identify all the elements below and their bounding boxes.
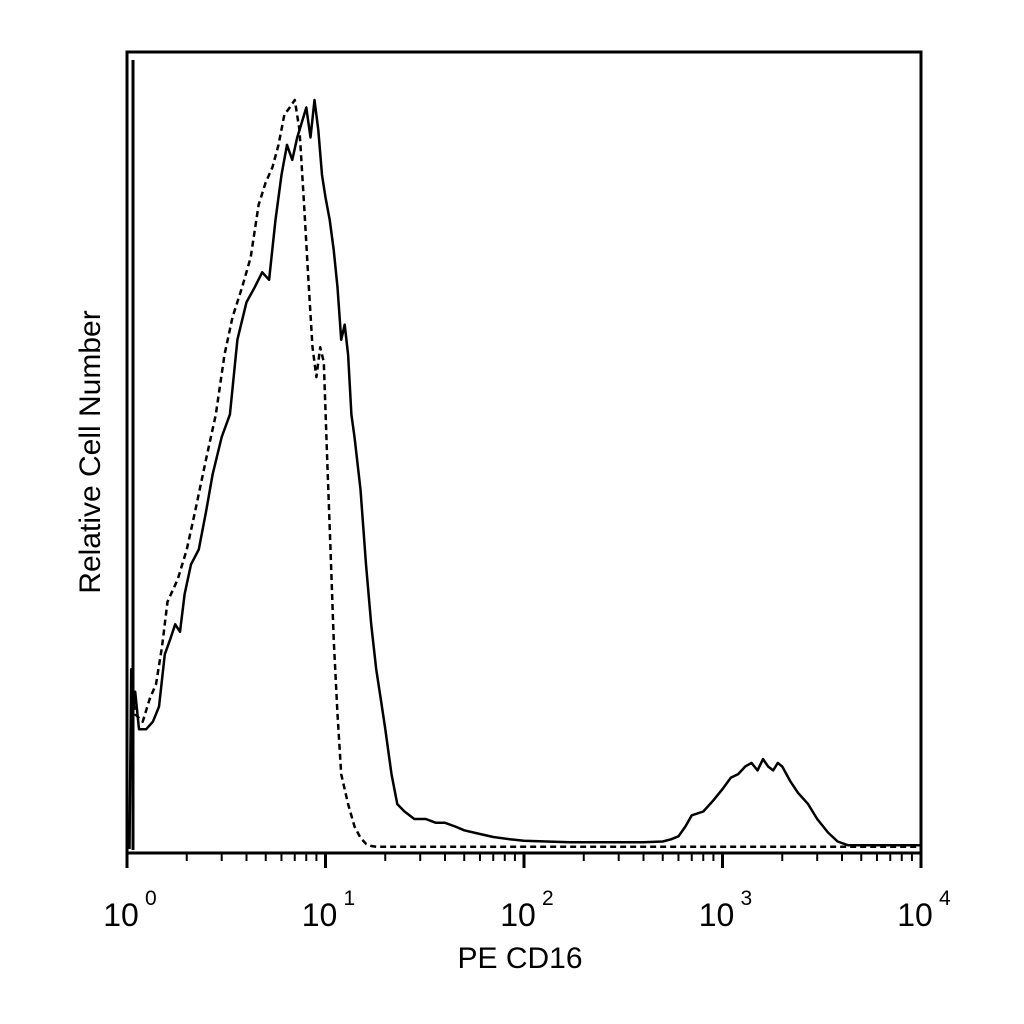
x-tick-label-exponent: 1 [344, 887, 356, 910]
x-axis-label: PE CD16 [457, 942, 582, 975]
series-line-dashed [129, 98, 921, 849]
x-tick-label: 10 [103, 897, 139, 933]
series-line-solid [128, 98, 921, 850]
x-tick-label: 10 [699, 897, 735, 933]
x-tick-label-exponent: 4 [939, 887, 951, 910]
x-axis-ticks [125, 853, 923, 868]
y-axis-label: Relative Cell Number [74, 310, 107, 593]
x-tick-label-exponent: 2 [542, 887, 554, 910]
x-tick-label: 10 [897, 897, 933, 933]
x-axis-tick-labels: 10 0 10 1 10 2 10 3 10 4 [103, 887, 951, 933]
x-tick-label: 10 [302, 897, 338, 933]
series-group [128, 98, 921, 850]
x-tick-label-exponent: 0 [145, 887, 157, 910]
x-tick-label-exponent: 3 [741, 887, 753, 910]
plot-frame [125, 50, 923, 855]
x-tick-label: 10 [500, 897, 536, 933]
